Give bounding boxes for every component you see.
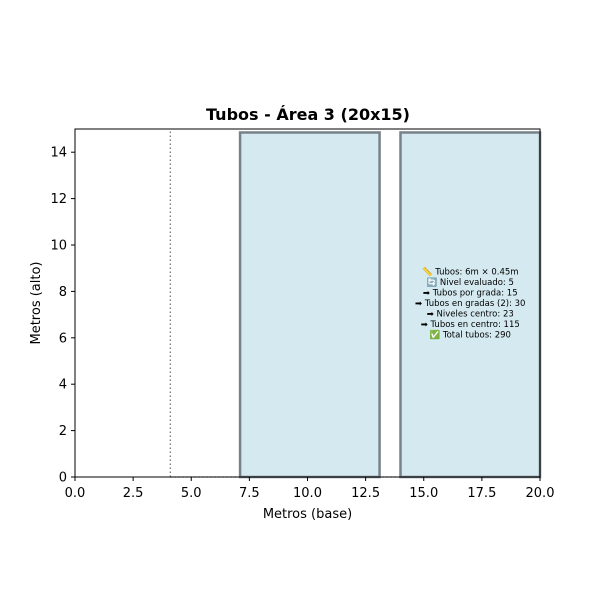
annotation-line: ➡ Niveles centro: 23 <box>427 310 514 320</box>
y-tick-label: 12 <box>50 192 67 207</box>
x-tick-label: 12.5 <box>351 486 380 501</box>
x-tick-label: 17.5 <box>467 486 496 501</box>
annotation-box: 📏 Tubos: 6m × 0.45m🔄 Nivel evaluado: 5➡ … <box>415 267 525 341</box>
y-axis: 0 2 4 6 8 10 12 14 <box>50 146 75 486</box>
annotation-line: ✅ Total tubos: 290 <box>430 330 511 341</box>
x-tick-label: 20.0 <box>526 486 555 501</box>
y-tick-label: 14 <box>50 146 67 161</box>
annotation-line: 🔄 Nivel evaluado: 5 <box>427 277 514 288</box>
annotation-line: ➡ Tubos por grada: 15 <box>423 289 518 299</box>
annotation-line: 📏 Tubos: 6m × 0.45m <box>422 267 519 278</box>
y-axis-label: Metros (alto) <box>29 261 44 344</box>
annotation-line: ➡ Tubos en centro: 115 <box>421 320 520 330</box>
x-tick-label: 2.5 <box>123 486 144 501</box>
tube-rect-0 <box>238 131 381 479</box>
x-tick-label: 0.0 <box>65 486 86 501</box>
x-tick-label: 7.5 <box>239 486 260 501</box>
y-tick-label: 6 <box>59 331 67 346</box>
x-tick-label: 10.0 <box>293 486 322 501</box>
x-tick-label: 15.0 <box>409 486 438 501</box>
annotation-line: ➡ Tubos en gradas (2): 30 <box>415 299 525 309</box>
plot-area <box>169 129 542 479</box>
x-tick-label: 5.0 <box>181 486 202 501</box>
x-axis: 0.0 2.5 5.0 7.5 10.0 12.5 15.0 17.5 20.0 <box>65 477 555 501</box>
y-tick-label: 2 <box>59 424 67 439</box>
chart-title: Tubos - Área 3 (20x15) <box>206 105 410 124</box>
y-tick-label: 8 <box>59 285 67 300</box>
tube-rect-1 <box>399 131 542 479</box>
y-tick-label: 10 <box>50 239 67 254</box>
y-tick-label: 0 <box>59 471 67 486</box>
y-tick-label: 4 <box>59 378 67 393</box>
x-axis-label: Metros (base) <box>263 507 352 522</box>
